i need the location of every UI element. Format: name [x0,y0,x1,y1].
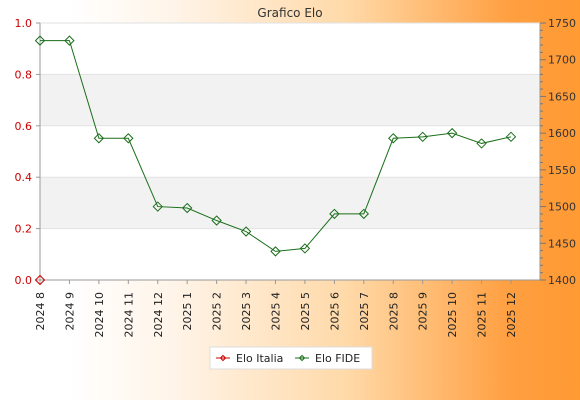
right-tick-label: 1600 [548,127,576,140]
data-point [388,133,399,144]
data-point [123,133,134,144]
x-tick-label: 2024 12 [152,292,165,338]
plot-band [40,74,540,126]
x-tick-label: 2025 6 [328,292,341,331]
plot-background [40,23,540,280]
x-tick-label: 2025 12 [505,292,518,338]
data-point [152,201,163,212]
data-point [270,246,281,257]
right-tick-label: 1700 [548,54,576,67]
data-point [299,243,311,254]
x-tick-label: 2025 11 [476,292,489,338]
legend-box [209,346,373,370]
x-tick-label: 2025 2 [211,292,224,331]
right-tick-label: 1750 [548,17,576,30]
data-point [34,274,46,286]
x-tick-label: 2024 8 [34,292,47,331]
x-tick-label: 2024 9 [63,292,76,331]
data-point [358,208,370,220]
x-tick-label: 2024 10 [93,292,106,338]
data-point [476,138,487,149]
data-point [417,131,428,143]
left-tick-label: 1.0 [15,17,33,30]
data-point [211,215,222,226]
x-tick-label: 2025 10 [446,292,459,338]
right-tick-label: 1550 [548,164,576,177]
x-tick-label: 2025 4 [270,292,283,331]
legend-label: Elo FIDE [315,352,360,365]
right-tick-label: 1500 [548,201,576,214]
legend-label: Elo Italia [236,352,283,365]
right-tick-label: 1400 [548,274,576,287]
legend-swatch-marker [219,354,227,362]
left-tick-label: 0.0 [15,274,33,287]
left-tick-label: 0.8 [15,68,33,81]
x-tick-label: 2025 1 [181,292,194,331]
data-point [64,35,75,46]
right-tick-label: 1650 [548,90,576,103]
data-point [181,202,193,214]
x-tick-label: 2025 9 [417,292,430,331]
data-point [446,127,458,139]
x-tick-label: 2025 3 [240,292,253,331]
left-tick-label: 0.2 [15,223,33,236]
legend-swatch-marker [298,354,306,362]
x-tick-label: 2025 8 [387,292,400,331]
data-point [240,226,252,237]
x-tick-label: 2024 11 [122,292,135,338]
x-tick-label: 2025 7 [358,292,371,331]
chart-title: Grafico Elo [257,6,322,20]
left-tick-label: 0.6 [15,120,33,133]
data-point [505,131,517,143]
plot-band [40,177,540,229]
right-tick-label: 1450 [548,237,576,250]
data-point [329,208,340,220]
data-point [34,35,46,46]
series-line-1 [40,40,512,252]
data-point [93,133,105,144]
left-tick-label: 0.4 [15,171,33,184]
x-tick-label: 2025 5 [299,292,312,331]
